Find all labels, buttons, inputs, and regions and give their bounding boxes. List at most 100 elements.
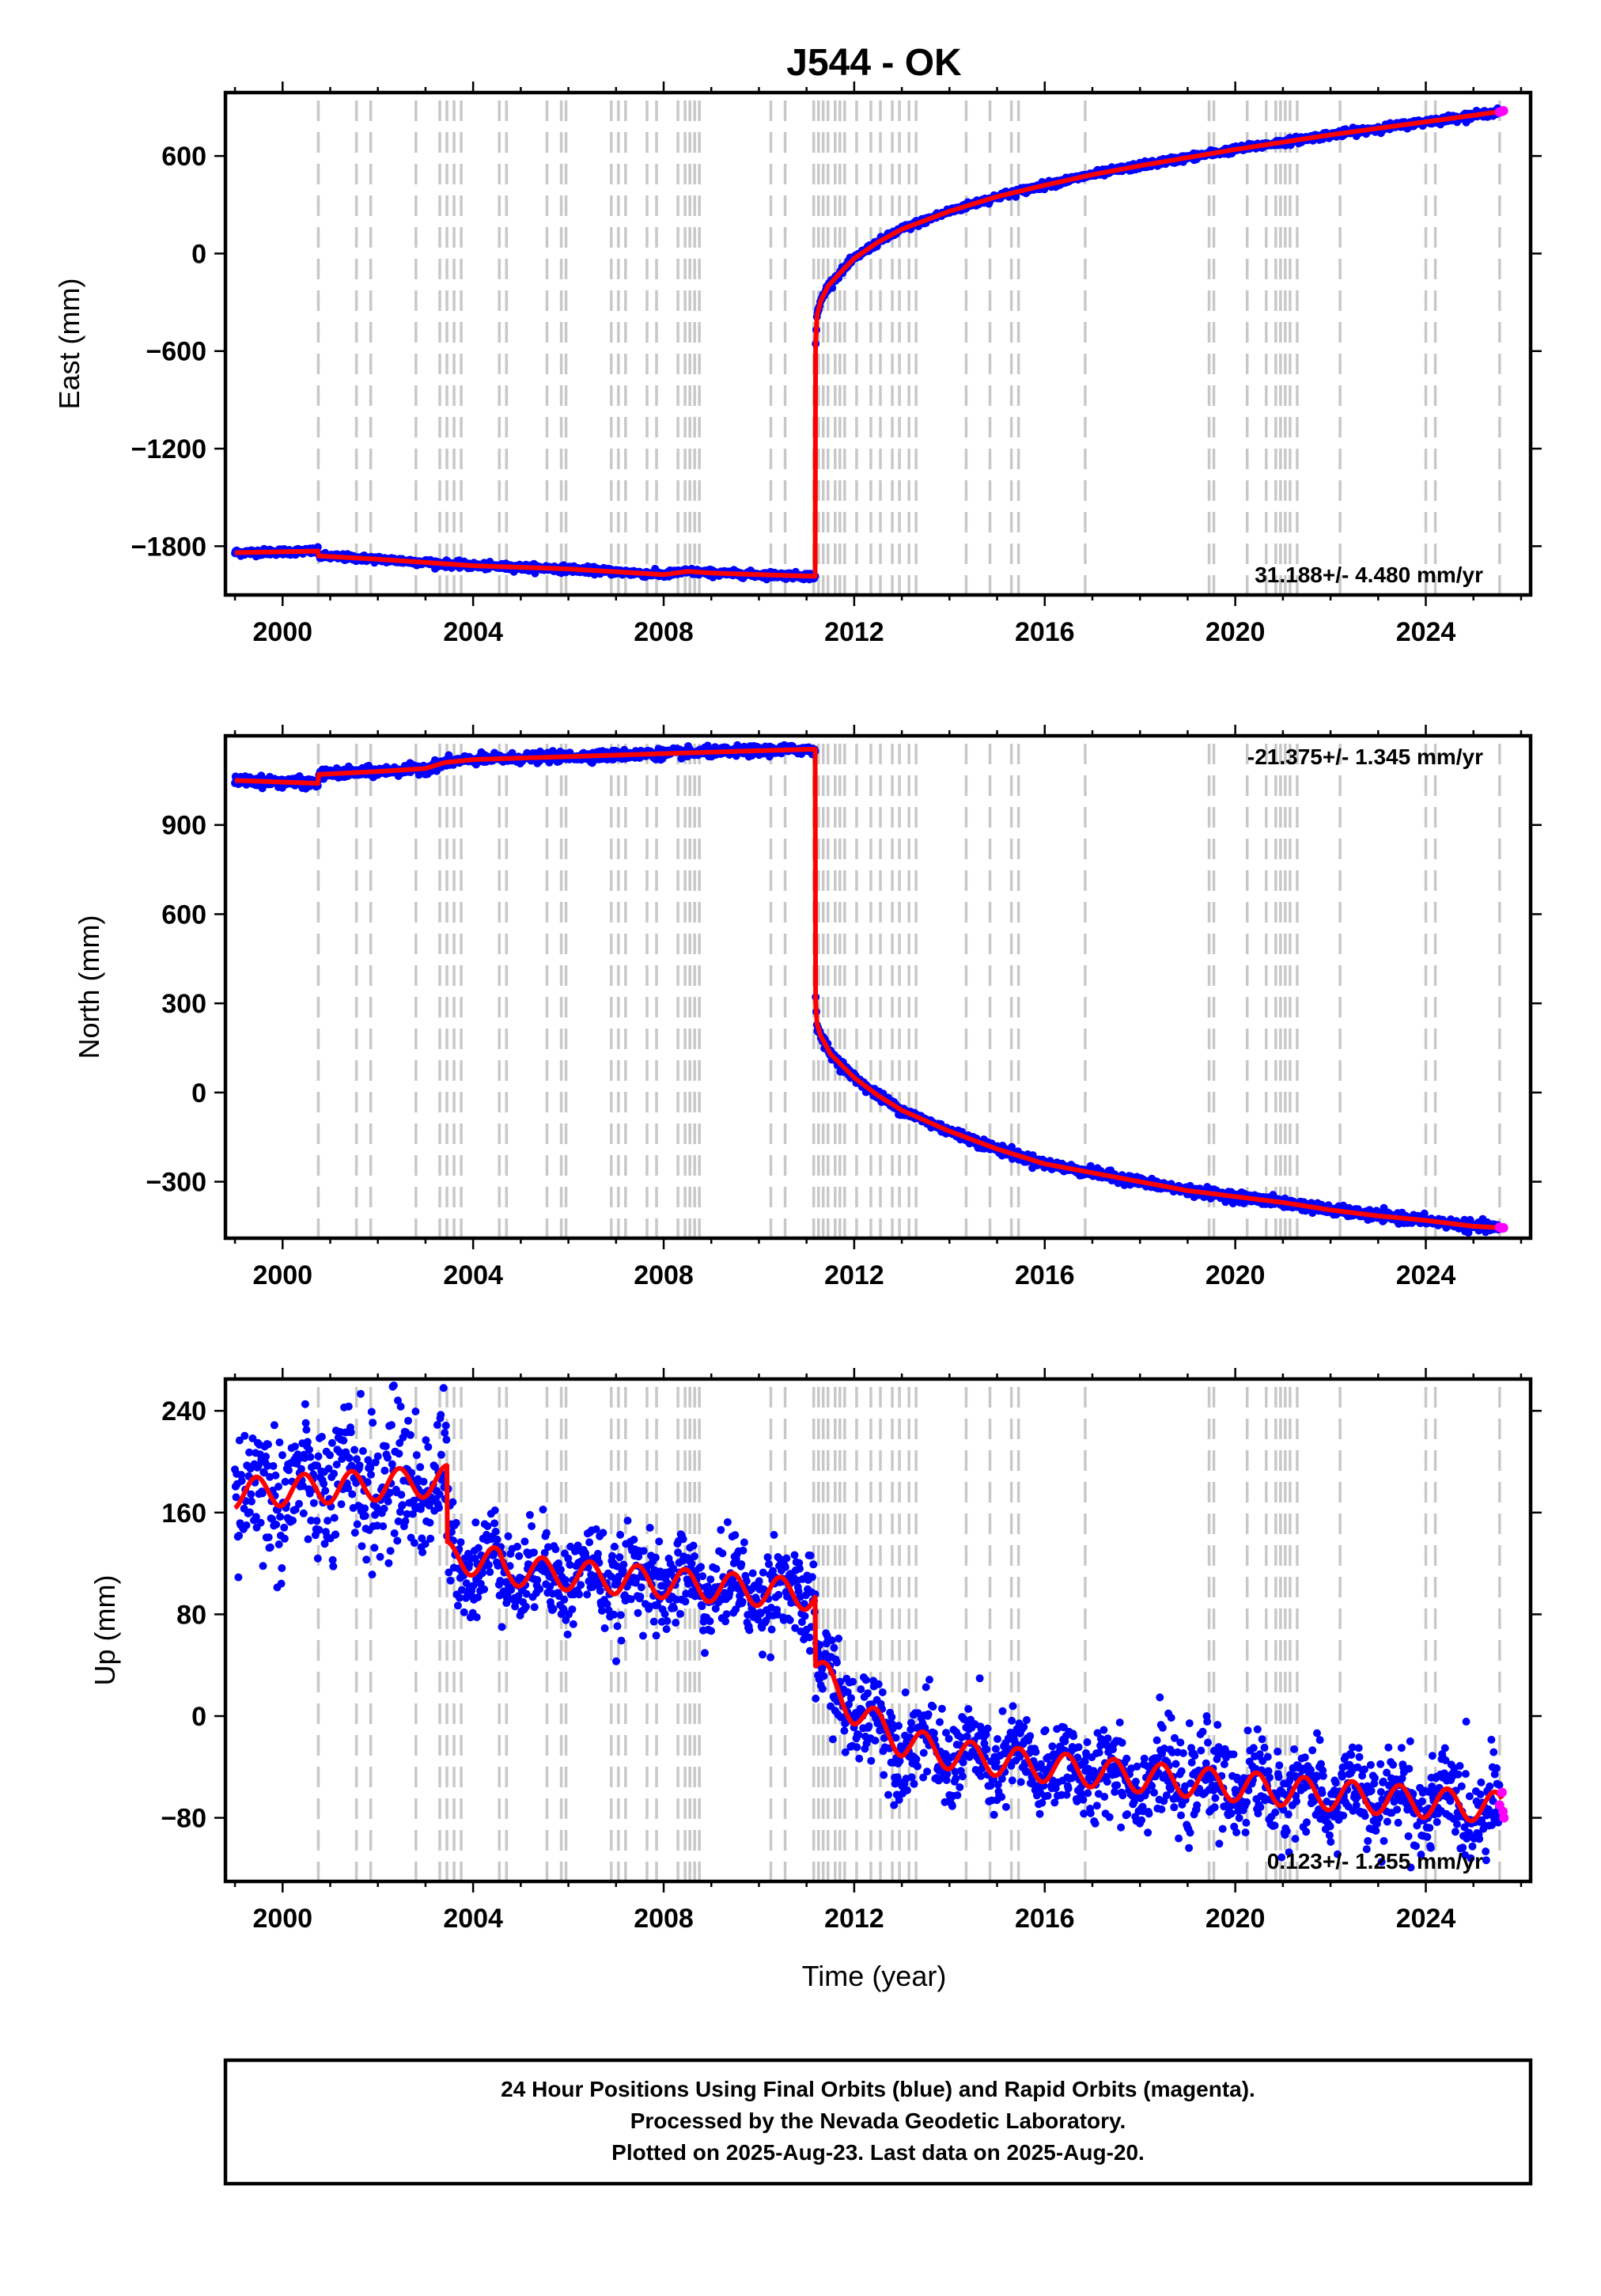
y-tick-label: 900 bbox=[161, 811, 206, 841]
chart-title: J544 - OK bbox=[786, 42, 962, 84]
up-final-orbit-points bbox=[231, 1347, 1504, 1872]
east-rate-label: 31.188+/- 4.480 mm/yr bbox=[1255, 563, 1483, 587]
data-point bbox=[330, 1469, 339, 1478]
north-rate-label: -21.375+/- 1.345 mm/yr bbox=[1247, 744, 1483, 769]
data-point bbox=[289, 1516, 297, 1525]
data-point bbox=[234, 1573, 243, 1582]
data-point bbox=[315, 1525, 324, 1534]
data-point bbox=[330, 1514, 339, 1522]
data-point bbox=[285, 1466, 293, 1475]
data-point bbox=[327, 1438, 336, 1447]
data-point bbox=[256, 1518, 265, 1527]
data-point bbox=[353, 1520, 361, 1529]
east-y-axis-label: East (mm) bbox=[53, 278, 85, 410]
data-point bbox=[339, 1436, 348, 1445]
east-rapid-orbit-points bbox=[1494, 106, 1508, 117]
data-point bbox=[264, 1533, 273, 1542]
east-model-line bbox=[233, 108, 1504, 579]
data-point bbox=[305, 1445, 313, 1454]
data-point bbox=[295, 1499, 303, 1508]
y-tick-label: −300 bbox=[146, 1168, 206, 1198]
data-point bbox=[274, 1483, 282, 1491]
data-point bbox=[266, 1543, 274, 1552]
east-axes-frame bbox=[223, 90, 1533, 597]
data-point bbox=[264, 1440, 272, 1449]
data-point bbox=[247, 1490, 255, 1498]
x-tick-label: 2024 bbox=[1396, 1260, 1456, 1290]
x-tick-label: 2008 bbox=[634, 1260, 694, 1290]
data-point bbox=[302, 1426, 311, 1434]
data-point bbox=[301, 1400, 309, 1408]
north-y-axis-label: North (mm) bbox=[73, 915, 105, 1059]
data-point bbox=[274, 1540, 283, 1548]
data-point bbox=[317, 1433, 326, 1441]
x-tick-label: 2024 bbox=[1396, 617, 1456, 647]
data-point bbox=[281, 1477, 290, 1486]
data-point bbox=[329, 1562, 338, 1570]
x-tick-label: 2008 bbox=[634, 617, 694, 647]
data-point bbox=[269, 1462, 278, 1470]
data-point bbox=[270, 1421, 278, 1430]
data-point bbox=[308, 1347, 316, 1355]
x-tick-label: 2016 bbox=[1015, 1260, 1075, 1290]
data-point bbox=[290, 1442, 299, 1451]
north-final-orbit-points bbox=[231, 741, 1504, 1237]
data-point bbox=[280, 1523, 289, 1532]
data-point bbox=[275, 1438, 284, 1447]
x-tick-label: 2000 bbox=[252, 1260, 312, 1290]
data-point bbox=[313, 1554, 322, 1563]
data-point bbox=[299, 1509, 308, 1517]
north-panel: 2000 2004 2008 2012 2016 2020 2024−30003006009… bbox=[73, 725, 1542, 1290]
y-tick-label: 600 bbox=[161, 900, 206, 930]
x-tick-label: 2012 bbox=[824, 617, 884, 647]
east-panel: 2000 2004 2008 2012 2016 2020 2024 −1800 −1200 −6… bbox=[53, 81, 1542, 647]
x-tick-label: 2020 bbox=[1205, 617, 1266, 647]
data-point bbox=[345, 1454, 354, 1462]
x-tick-label: 2004 bbox=[443, 1260, 503, 1290]
rapid-point bbox=[1498, 1222, 1508, 1233]
data-point bbox=[346, 1428, 355, 1437]
data-point bbox=[314, 1452, 323, 1461]
north-plot-area bbox=[231, 741, 1508, 1238]
data-point bbox=[237, 1476, 246, 1485]
data-point bbox=[280, 1534, 289, 1543]
data-point bbox=[344, 1402, 353, 1411]
data-point bbox=[240, 1431, 249, 1440]
north-axes-frame bbox=[223, 733, 1533, 1241]
data-point bbox=[321, 1487, 330, 1495]
data-point bbox=[278, 1564, 286, 1572]
y-tick-label: 0 bbox=[191, 239, 206, 269]
y-tick-label: −600 bbox=[146, 337, 206, 367]
rapid-point bbox=[1498, 106, 1508, 116]
data-point bbox=[278, 1451, 286, 1460]
data-point bbox=[262, 1453, 271, 1461]
x-tick-label: 2016 bbox=[1015, 617, 1075, 647]
data-point bbox=[306, 1453, 315, 1461]
data-point bbox=[337, 1500, 346, 1509]
x-tick-label: 2004 bbox=[443, 617, 503, 647]
data-point bbox=[235, 1532, 244, 1540]
up-plot-area bbox=[231, 1347, 1509, 1881]
data-point bbox=[303, 1438, 312, 1446]
y-tick-label: −1800 bbox=[131, 532, 207, 562]
x-tick-label: 2000 bbox=[252, 617, 312, 647]
data-point bbox=[350, 1445, 359, 1454]
data-point bbox=[277, 1579, 286, 1588]
y-tick-label: 600 bbox=[161, 142, 206, 172]
east-plot-area bbox=[231, 100, 1508, 595]
y-tick-label: −1200 bbox=[131, 434, 207, 464]
data-point bbox=[259, 1562, 267, 1570]
data-point bbox=[245, 1508, 254, 1517]
data-point bbox=[350, 1529, 359, 1537]
data-point bbox=[248, 1497, 255, 1506]
data-point bbox=[271, 1471, 280, 1480]
data-point bbox=[276, 1513, 285, 1521]
east-final-orbit-points bbox=[231, 104, 1504, 584]
up-panel: 2000 2004 2008 2012 2016 2020 2024−80080160240… bbox=[89, 1347, 1542, 1934]
data-point bbox=[331, 1530, 340, 1539]
data-point bbox=[309, 1498, 318, 1507]
x-tick-label: 2012 bbox=[824, 1260, 884, 1290]
north-model-line bbox=[233, 746, 1504, 1230]
data-point bbox=[355, 1461, 364, 1470]
